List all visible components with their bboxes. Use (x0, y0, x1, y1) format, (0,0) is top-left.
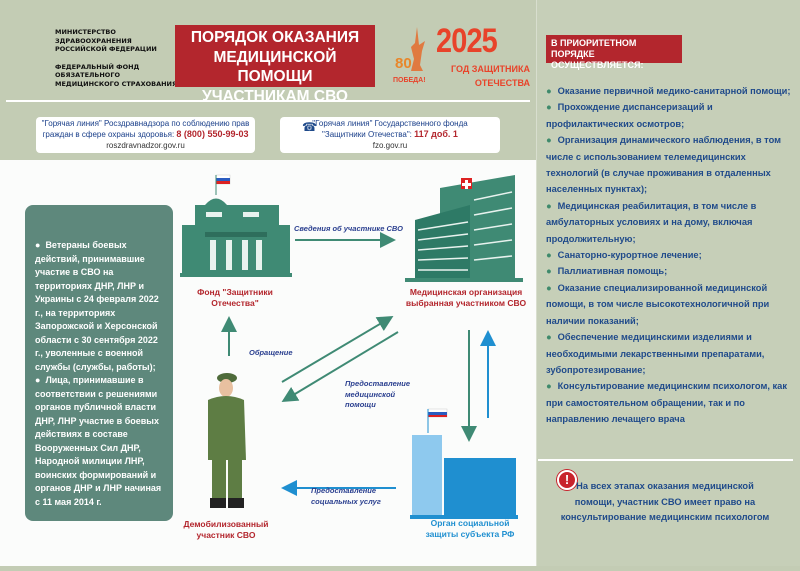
ministry-line: МИНИСТЕРСТВО (55, 28, 116, 36)
fund-label: Фонд "Защитники Отечества" (197, 287, 273, 308)
social-label: Орган социальной защиты субъекта РФ (425, 518, 515, 539)
logo-pobeda: ПОБЕДА! (393, 77, 426, 84)
page-title: ПОРЯДОК ОКАЗАНИЯ МЕДИЦИНСКОЙ ПОМОЩИ УЧАС… (175, 25, 375, 105)
ministry-line: ФЕДЕРАЛЬНЫЙ ФОНД (55, 62, 140, 71)
exclamation-icon: ! (557, 470, 577, 490)
ministry-line: МЕДИЦИНСКОГО СТРАХОВАНИЯ (55, 79, 177, 88)
medorg-label: Медицинская организация выбранная участн… (405, 287, 527, 308)
right-panel (536, 0, 800, 566)
divider (538, 459, 793, 461)
title-line: ПОРЯДОК ОКАЗАНИЯ (190, 29, 360, 46)
priority-text: Оказание первичной медико-санитарной пом… (557, 86, 791, 96)
priority-list: ● Оказание первичной медико-санитарной по… (546, 83, 794, 428)
hotline-text: "Горячая линия" Росздравнадзора по соблю… (41, 119, 250, 128)
priority-text: Паллиативная помощь; (557, 266, 668, 277)
hotline-text: "Защитники Отечества": (322, 130, 412, 139)
priority-item: ● Организация динамического наблюдения, в… (546, 135, 782, 195)
arrow-social-label: Предоставление социальных услуг (311, 486, 381, 506)
priority-heading: В ПРИОРИТЕТНОМ ПОРЯДКЕ ОСУЩЕСТВЛЯЕТСЯ: (546, 35, 682, 70)
priority-item: ● Оказание специализированной медицинской… (546, 282, 770, 326)
hotline-text: граждан в сфере охраны здоровья: (42, 130, 175, 139)
arrow-to-medorg (281, 315, 394, 383)
hospital-building-icon (405, 175, 523, 282)
ministry-line: ОБЯЗАТЕЛЬНОГО (55, 71, 120, 79)
phone-icon: ☎ (302, 120, 317, 134)
arrow-info-label: Сведения об участнике СВО (294, 224, 403, 233)
priority-item: ● Паллиативная помощь; (546, 266, 668, 277)
priority-text: Оказание специализированной медицинской … (546, 282, 770, 326)
ministry-logo-text: МИНИСТЕРСТВО ЗДРАВООХРАНЕНИЯ РОССИЙСКОЙ … (55, 28, 177, 88)
year-sub-line: ГОД ЗАЩИТНИКА (450, 64, 530, 74)
eligibility-text: Ветераны боевых действий, принимавшие уч… (35, 240, 159, 372)
hotline-site-link[interactable]: fzo.gov.ru (372, 141, 408, 150)
arrow-appeal-label: Обращение (249, 348, 293, 357)
diagram-graphics (180, 174, 523, 519)
soldier-figure (208, 373, 246, 508)
priority-text: Организация динамического наблюдения, в … (546, 135, 782, 195)
hotline-phone[interactable]: 8 (800) 550-99-03 (176, 129, 249, 139)
ministry-line: РОССИЙСКОЙ ФЕДЕРАЦИИ (55, 45, 157, 53)
eligibility-text: Лица, принимавшие в соответствии с решен… (35, 375, 162, 507)
logo-80: 80 (395, 55, 412, 72)
eligibility-item: ● Ветераны боевых действий, принимавшие … (35, 240, 159, 372)
priority-item: ● Обеспечение медицинскими изделиями и не… (546, 332, 765, 375)
ministry-line: ЗДРАВООХРАНЕНИЯ (55, 36, 132, 45)
year-subtitle: ГОД ЗАЩИТНИКА ОТЕЧЕСТВА (440, 62, 530, 90)
title-line: МЕДИЦИНСКОЙ ПОМОЩИ (213, 48, 337, 86)
priority-text: Прохождение диспансеризаций и профилакти… (546, 102, 713, 129)
priority-item: ● Оказание первичной медико-санитарной по… (546, 86, 791, 96)
hotline-site-link[interactable]: roszdravnadzor.gov.ru (106, 141, 185, 150)
soldier-label: Демобилизованный участник СВО (183, 519, 269, 540)
divider (6, 100, 530, 102)
priority-text: Консультирование медицинским психологом,… (546, 381, 787, 425)
priority-text: Медицинская реабилитация, в том числе в … (546, 200, 757, 244)
monument-icon (411, 27, 425, 71)
priority-item: ● Медицинская реабилитация, в том числе в… (546, 200, 757, 244)
hotline-fzo: ☎ "Горячая линия" Государственного фонда… (280, 117, 500, 153)
fund-building-icon (180, 174, 292, 277)
priority-item: ● Консультирование медицинским психологом… (546, 381, 787, 425)
hotline-phone[interactable]: 117 доб. 1 (414, 129, 458, 139)
arrow-medhelp (281, 331, 399, 403)
hotline-roszdravnadzor: "Горячая линия" Росздравнадзора по соблю… (36, 117, 255, 153)
year-2025: 2025 (436, 22, 498, 60)
arrow-medhelp-label: Предоставление медицинской помощи (345, 379, 411, 409)
priority-item: ● Санаторно-курортное лечение; (546, 250, 702, 261)
title-line: УЧАСТНИКАМ СВО (202, 87, 348, 105)
psychologist-notice: На всех этапах оказания медицинской помо… (560, 481, 770, 522)
priority-text: Санаторно-курортное лечение; (557, 250, 702, 261)
priority-item: ● Прохождение диспансеризаций и профилакт… (546, 102, 713, 129)
year-sub-line: ОТЕЧЕСТВА (474, 78, 530, 88)
eligibility-item: ● Лица, принимавшие в соответствии с реш… (35, 375, 162, 507)
victory-80-logo: 80 ПОБЕДА! (393, 25, 435, 93)
eligibility-box: ● Ветераны боевых действий, принимавшие … (25, 205, 173, 521)
hotline-text: "Горячая линия" Государственного фонда (312, 119, 468, 128)
social-building-icon (410, 408, 518, 519)
priority-text: Обеспечение медицинскими изделиями и нео… (546, 332, 765, 375)
